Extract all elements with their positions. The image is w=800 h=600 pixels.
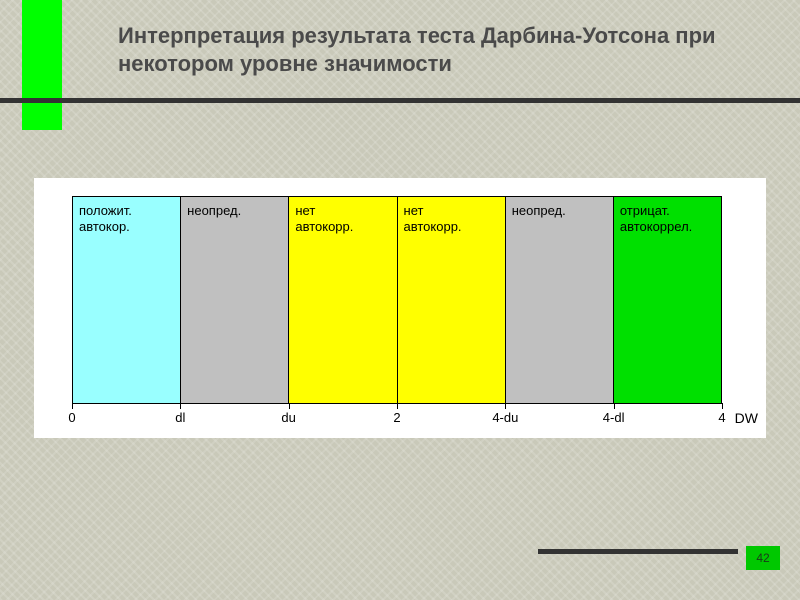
region-label-line2: автокор. — [79, 219, 174, 235]
chart-region: отрицат.автокоррел. — [614, 197, 721, 403]
axis-tick-label: 4-du — [492, 410, 518, 425]
divider-top — [0, 98, 800, 103]
chart-region: положит.автокор. — [73, 197, 181, 403]
axis-tick — [505, 403, 506, 409]
axis-tick — [722, 403, 723, 409]
region-label-line1: положит. — [79, 203, 174, 219]
axis-tick-label: 4-dl — [603, 410, 625, 425]
axis-tick — [397, 403, 398, 409]
chart-plot-area: положит.автокор.неопред.нетавтокорр.нета… — [72, 196, 722, 404]
axis-tick — [289, 403, 290, 409]
region-label-line1: неопред. — [512, 203, 607, 219]
chart-region: нетавтокорр. — [398, 197, 506, 403]
region-label-line2: автокоррел. — [620, 219, 715, 235]
chart-region: неопред. — [506, 197, 614, 403]
accent-tab — [22, 0, 62, 130]
axis-tick-label: du — [281, 410, 295, 425]
page-number: 42 — [756, 551, 769, 565]
axis-tick-label: dl — [175, 410, 185, 425]
region-label-line1: неопред. — [187, 203, 282, 219]
region-label-line1: отрицат. — [620, 203, 715, 219]
divider-bottom — [538, 549, 738, 554]
chart-region: неопред. — [181, 197, 289, 403]
chart-tick-labels: 0dldu24-du4-dl4 — [72, 410, 722, 428]
chart-ticks — [72, 403, 722, 409]
axis-tick-label: 2 — [393, 410, 400, 425]
page-number-badge: 42 — [746, 546, 780, 570]
dw-chart: положит.автокор.неопред.нетавтокорр.нета… — [34, 178, 766, 438]
page-title: Интерпретация результата теста Дарбина-У… — [118, 22, 738, 77]
chart-region: нетавтокорр. — [289, 197, 397, 403]
axis-tick-label: 4 — [718, 410, 725, 425]
region-label-line2: автокорр. — [295, 219, 390, 235]
axis-tick — [180, 403, 181, 409]
region-label-line1: нет — [295, 203, 390, 219]
axis-tick-label: 0 — [68, 410, 75, 425]
chart-regions: положит.автокор.неопред.нетавтокорр.нета… — [72, 196, 722, 404]
axis-label: DW — [735, 410, 758, 426]
region-label-line2: автокорр. — [404, 219, 499, 235]
slide: Интерпретация результата теста Дарбина-У… — [0, 0, 800, 600]
axis-tick — [72, 403, 73, 409]
axis-tick — [614, 403, 615, 409]
region-label-line1: нет — [404, 203, 499, 219]
